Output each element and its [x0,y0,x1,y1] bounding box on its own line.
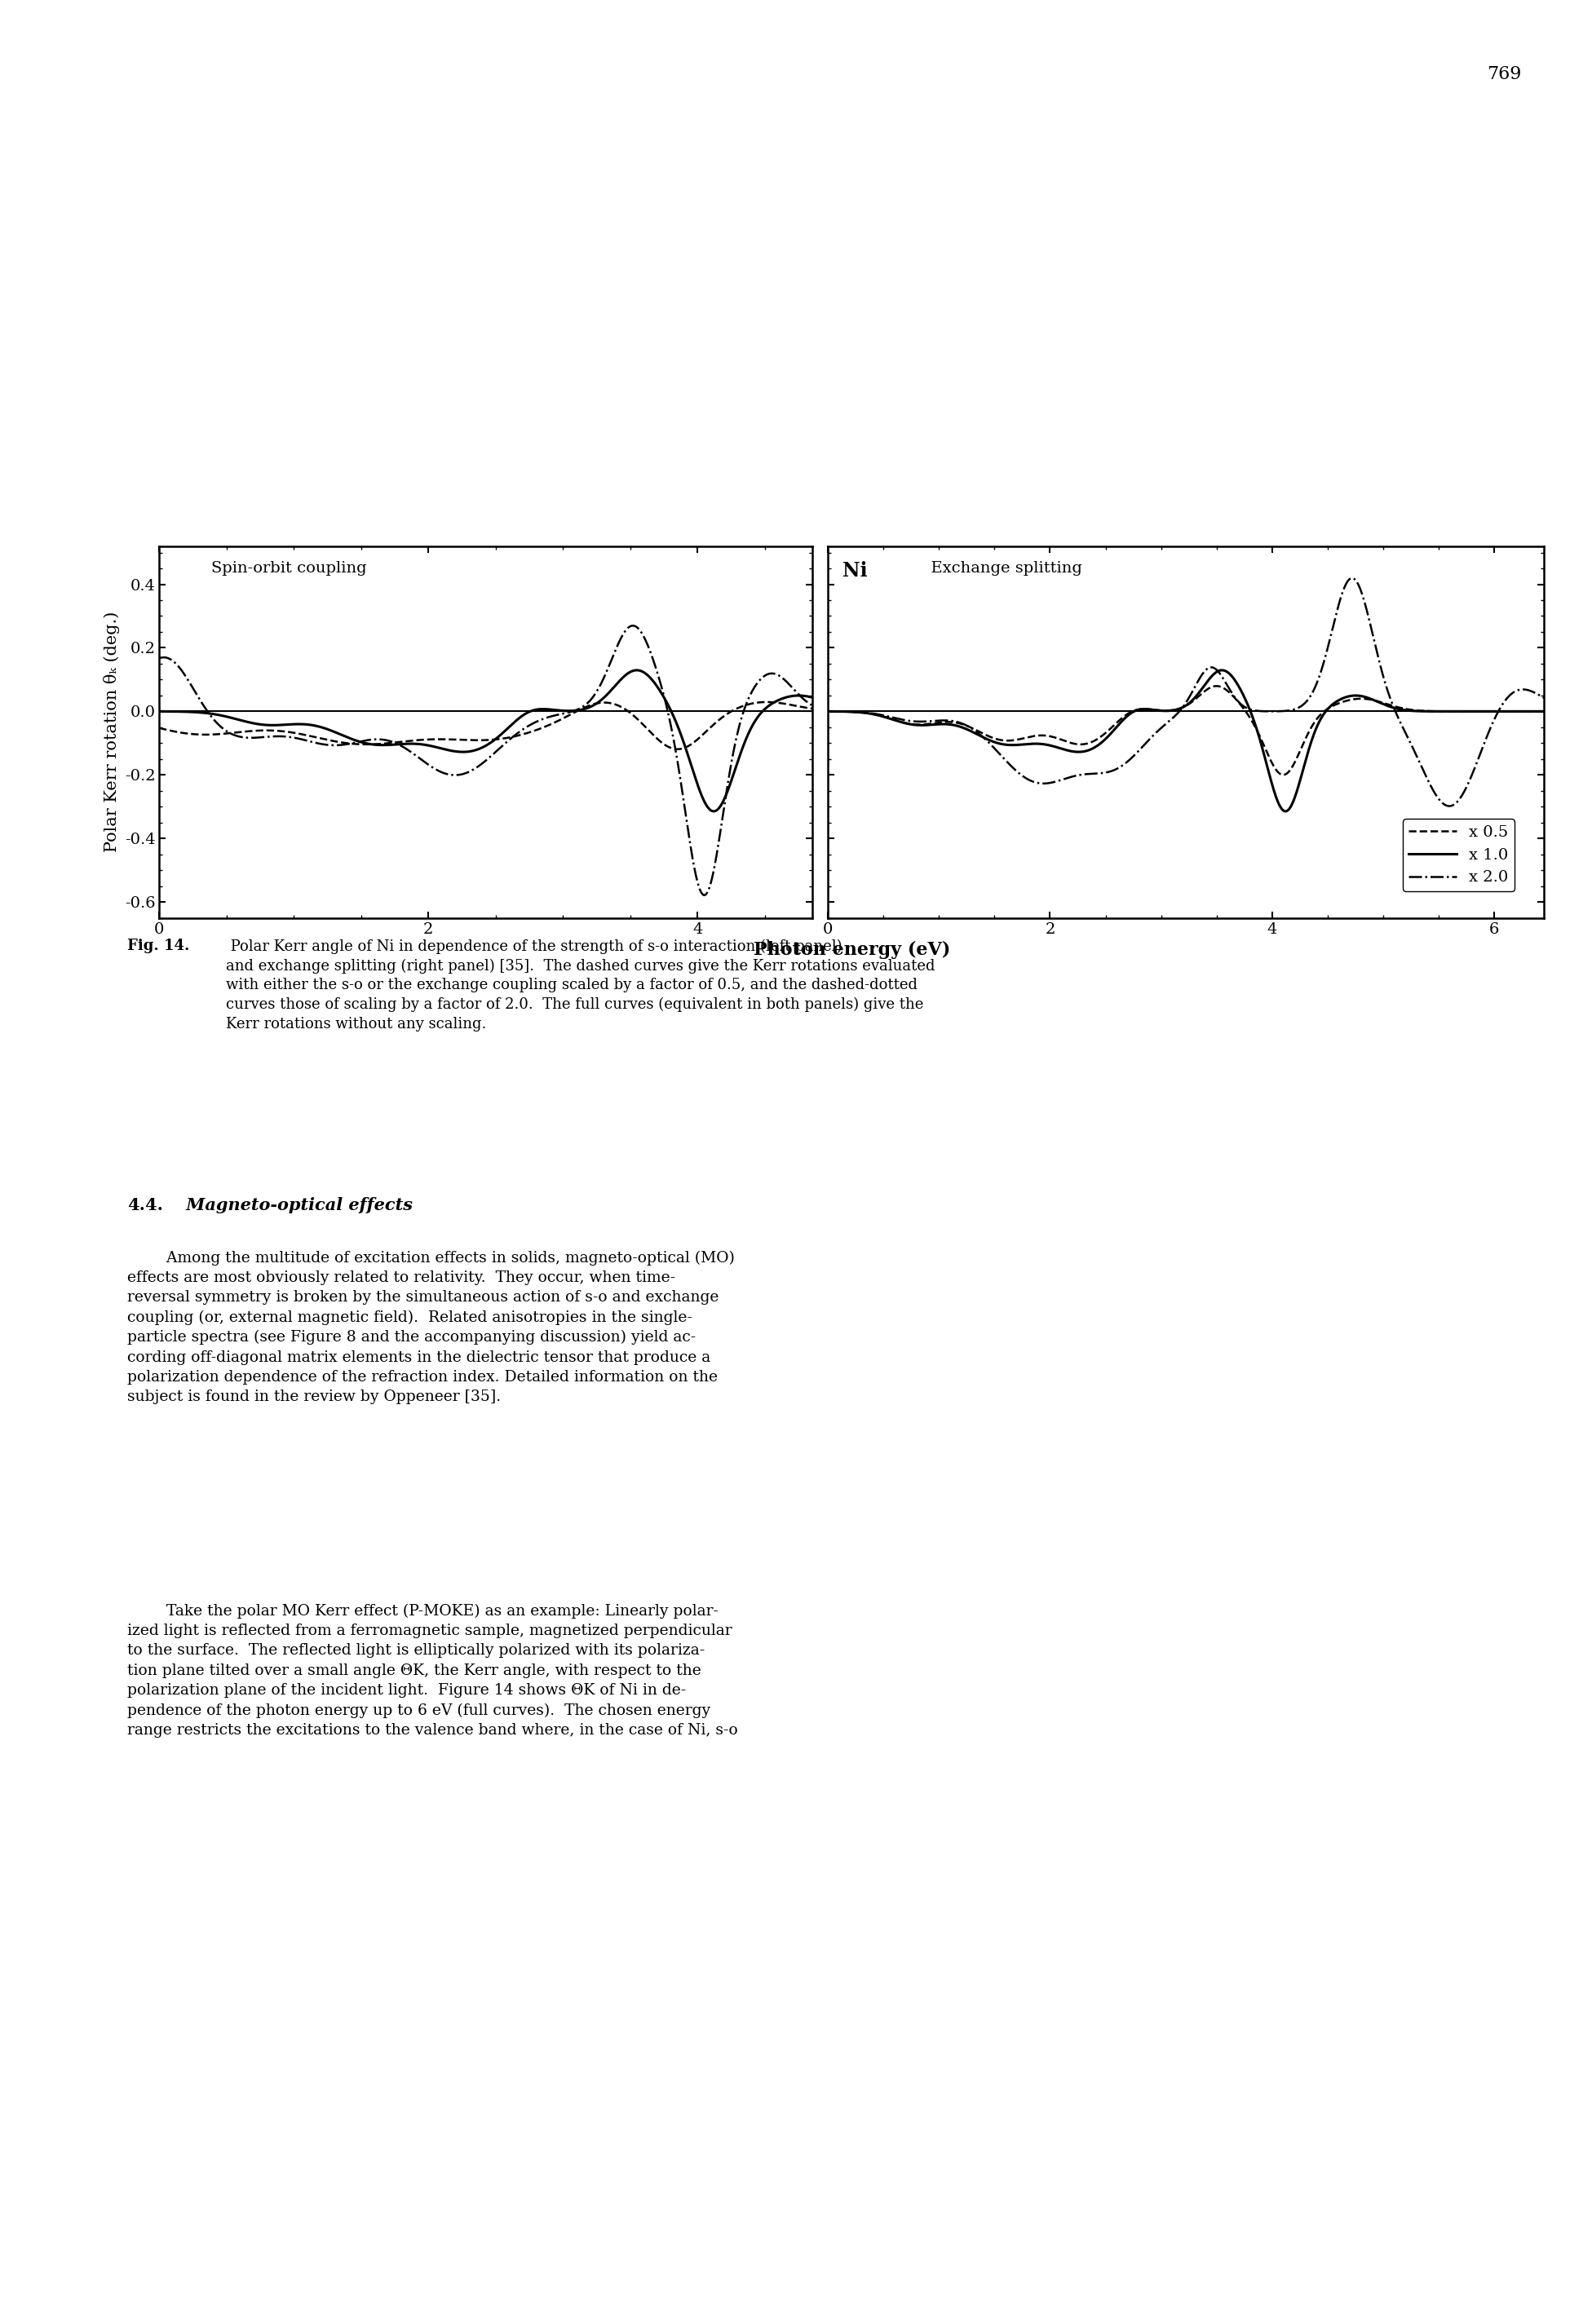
Text: Polar Kerr angle of Ni in dependence of the strength of s-o interaction (left pa: Polar Kerr angle of Ni in dependence of … [226,939,935,1032]
Y-axis label: Polar Kerr rotation θₖ (deg.): Polar Kerr rotation θₖ (deg.) [103,611,119,853]
Legend: x 0.5, x 1.0, x 2.0: x 0.5, x 1.0, x 2.0 [1403,818,1516,892]
Text: 4.4.: 4.4. [127,1197,164,1213]
Text: Fig. 14.: Fig. 14. [127,939,189,953]
Text: 769: 769 [1487,65,1522,84]
Text: Spin-orbit coupling: Spin-orbit coupling [212,560,366,576]
Text: Take the polar MO Kerr effect (P-MOKE) as an example: Linearly polar-
ized light: Take the polar MO Kerr effect (P-MOKE) a… [127,1604,739,1738]
Text: Ni: Ni [842,560,868,581]
Text: Photon energy (eV): Photon energy (eV) [753,941,950,960]
Text: Magneto-optical effects: Magneto-optical effects [180,1197,412,1213]
Text: Exchange splitting: Exchange splitting [920,560,1083,576]
Text: Among the multitude of excitation effects in solids, magneto-optical (MO)
effect: Among the multitude of excitation effect… [127,1250,736,1404]
